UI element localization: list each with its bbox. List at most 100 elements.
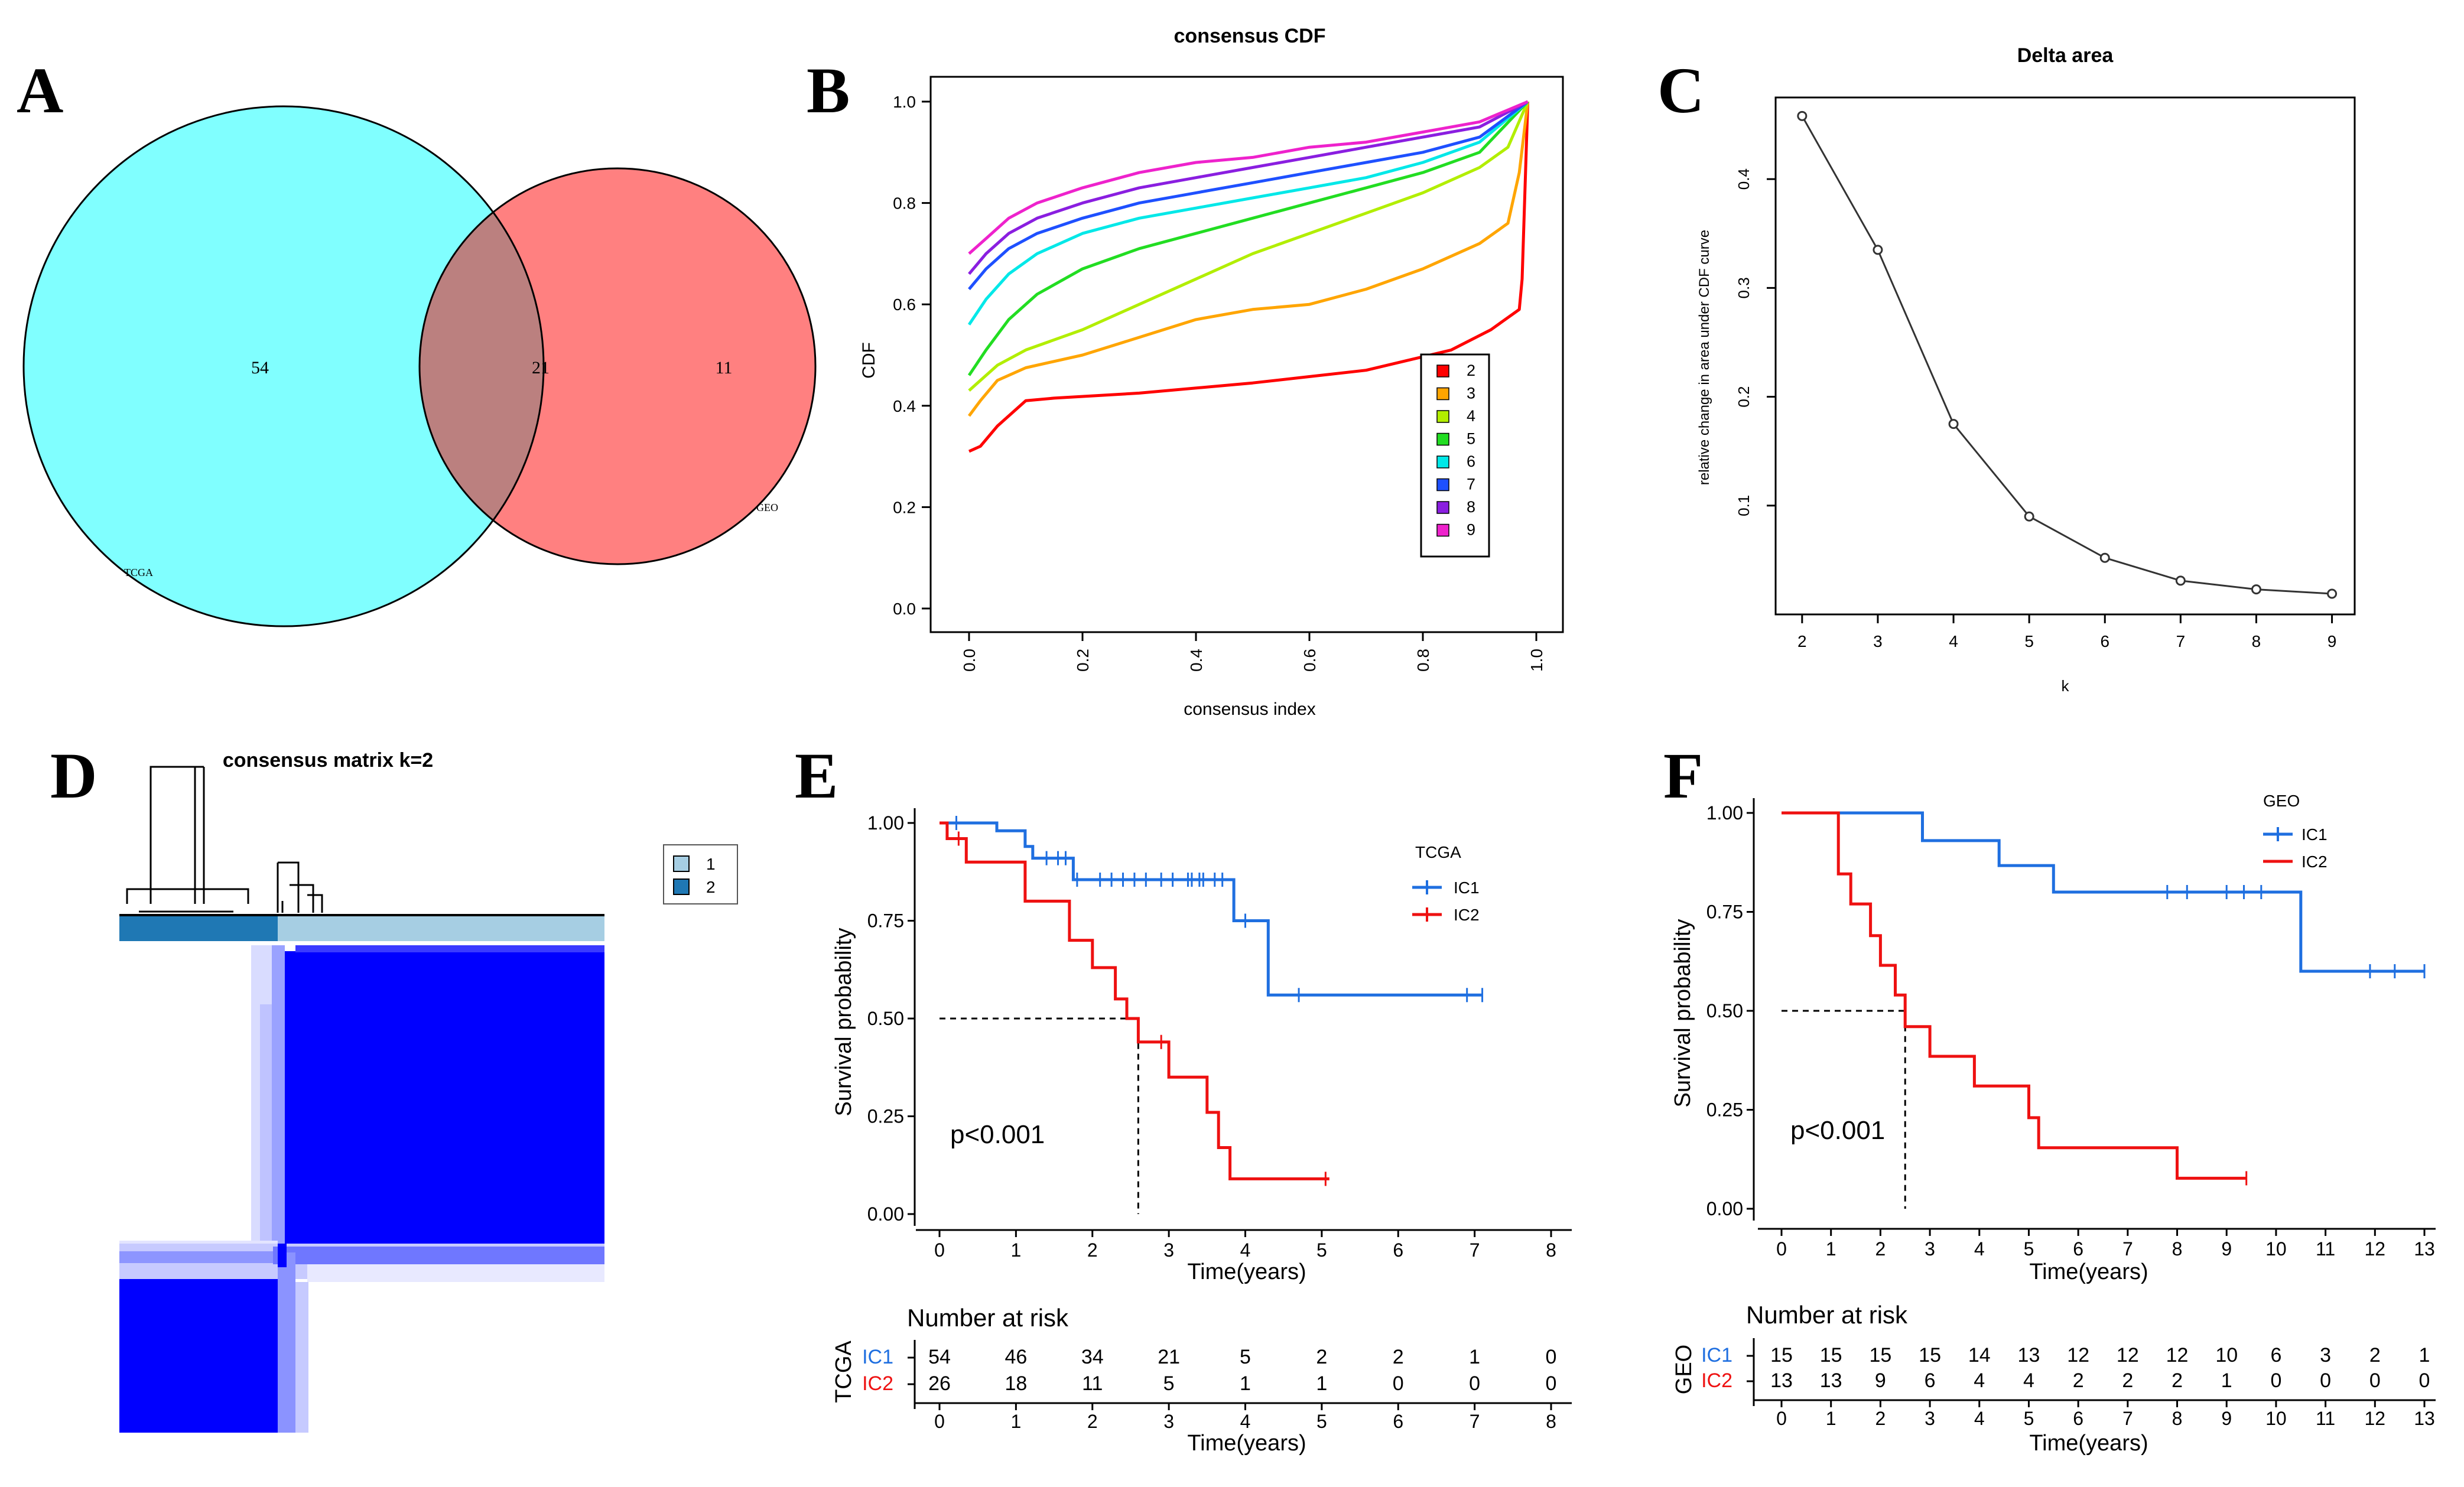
cdf-series xyxy=(967,100,1530,453)
km-tcga-ytick-label: 0.75 xyxy=(867,910,904,932)
cdf-legend-swatch-k8 xyxy=(1436,501,1449,514)
km-tcga-legend-label-ic1: IC1 xyxy=(1454,878,1480,897)
km-geo-xtick-label: 2 xyxy=(1875,1238,1886,1260)
cdf-series-k9 xyxy=(968,100,1529,255)
km-geo-xtick-label: 11 xyxy=(2316,1238,2335,1260)
km-geo-risk-xtick-label: 5 xyxy=(2024,1408,2034,1429)
delta-ytick-label: 0.4 xyxy=(1735,168,1753,190)
delta-ylabel: relative change in area under CDF curve xyxy=(1696,230,1712,485)
km-tcga-risk-cell-ic2: 26 xyxy=(928,1372,951,1395)
km-tcga-risk-title: Number at risk xyxy=(907,1304,1069,1332)
km-geo-chart: 0 1 2 3 4 5 6 7 8 9 10 11 12 130.000.250.500.751.00 p… xyxy=(1670,792,2436,1456)
panel-label-a: A xyxy=(17,54,63,126)
km-tcga-risk-cell-ic1: 0 xyxy=(1546,1346,1557,1368)
venn-count-overlap: 21 xyxy=(532,358,550,378)
cdf-ytick-label: 0.2 xyxy=(893,498,916,516)
cdf-xtick-label: 0.2 xyxy=(1074,649,1092,672)
km-geo-xtick-label: 0 xyxy=(1776,1238,1787,1260)
km-tcga-xtick-label: 5 xyxy=(1316,1239,1327,1261)
delta-title: Delta area xyxy=(2017,44,2114,67)
cdf-legend-swatch-k7 xyxy=(1436,478,1449,492)
cdf-legend-swatch-k4 xyxy=(1436,410,1449,423)
km-tcga-risk-xtick-label: 6 xyxy=(1393,1411,1403,1432)
km-tcga-risk-cell-ic2: 0 xyxy=(1393,1372,1404,1395)
km-geo-risk-xtick-label: 1 xyxy=(1826,1408,1836,1429)
km-geo-risk-cell-ic2: 4 xyxy=(2023,1369,2034,1392)
km-geo-risk-strata-label: GEO xyxy=(1672,1345,1696,1394)
km-tcga-risk-cell-ic2: 18 xyxy=(1005,1372,1027,1395)
km-geo-risk-xtick-label: 10 xyxy=(2265,1408,2287,1429)
km-geo-curve-ic1 xyxy=(1782,811,2424,973)
km-geo-risk-cell-ic1: 12 xyxy=(2117,1344,2139,1366)
km-geo-risk-cell-ic1: 15 xyxy=(1770,1344,1793,1366)
km-tcga-risk-cell-ic1: 34 xyxy=(1081,1346,1104,1368)
heatmap-legend-label-2: 2 xyxy=(706,878,716,896)
cdf-axes: 0.0 0.2 0.4 0.6 0.8 1.0 0.0 0.2 0.4 0.6 0.8 1.0 xyxy=(893,93,1546,672)
km-geo-risk-cell-ic2: 0 xyxy=(2270,1369,2281,1392)
delta-xlabel: k xyxy=(2062,677,2070,695)
km-geo-risk-cell-ic1: 15 xyxy=(1869,1344,1891,1366)
panel-label-f: F xyxy=(1663,740,1703,812)
panel-label-c: C xyxy=(1657,54,1704,126)
delta-point xyxy=(2175,575,2186,586)
km-tcga-risk-cell-ic1: 2 xyxy=(1316,1346,1327,1368)
km-geo-xtick-label: 1 xyxy=(1826,1238,1836,1260)
km-geo-risk-xtick-label: 12 xyxy=(2365,1408,2386,1429)
km-geo-xtick-label: 7 xyxy=(2122,1238,2133,1260)
km-geo-risk-cell-ic1: 12 xyxy=(2166,1344,2189,1366)
km-tcga-ylabel: Survival probability xyxy=(831,928,856,1117)
km-geo-legend: GEO IC1 IC2 xyxy=(2263,792,2328,871)
cluster-bar-2 xyxy=(119,916,278,941)
km-tcga-chart: 0 1 2 3 4 5 6 7 80.000.250.500.751.00 p<0.001 Ti… xyxy=(831,808,1572,1456)
cdf-series-k8 xyxy=(968,100,1529,275)
cdf-xtick-label: 1.0 xyxy=(1527,649,1546,672)
km-geo-risk-cell-ic2: 2 xyxy=(2122,1369,2133,1392)
cdf-ylabel: CDF xyxy=(859,342,879,379)
km-tcga-risk-cell-ic2: 1 xyxy=(1316,1372,1327,1395)
km-geo-risk-cell-ic1: 3 xyxy=(2320,1344,2331,1366)
km-geo-ytick-label: 0.00 xyxy=(1706,1198,1743,1219)
km-geo-xtick-label: 12 xyxy=(2365,1238,2386,1260)
km-geo-legend-label-ic2: IC2 xyxy=(2302,852,2328,871)
km-tcga-xtick-label: 8 xyxy=(1546,1239,1556,1261)
venn-label-geo: GEO xyxy=(756,502,778,513)
heatmap-title: consensus matrix k=2 xyxy=(223,749,433,772)
cdf-ytick-label: 1.0 xyxy=(893,93,916,111)
cdf-series-k6 xyxy=(967,100,1529,326)
km-geo-risk-cell-ic2: 2 xyxy=(2172,1369,2183,1392)
cluster-bar-top-line xyxy=(119,914,604,916)
cdf-legend-items: 2 3 4 5 6 7 8 9 xyxy=(1436,362,1475,539)
cdf-ytick-label: 0.4 xyxy=(893,397,916,415)
km-geo-risk-xtick-label: 9 xyxy=(2221,1408,2232,1429)
cdf-series-k2 xyxy=(968,101,1530,453)
km-geo-risk-cell-ic2: 13 xyxy=(1820,1369,1842,1392)
cdf-ytick-label: 0.0 xyxy=(893,600,916,618)
cdf-xtick-label: 0.6 xyxy=(1301,649,1319,672)
km-tcga-xtick-label: 3 xyxy=(1163,1239,1174,1261)
venn-count-geo-only: 11 xyxy=(716,358,733,378)
delta-xtick-label: 8 xyxy=(2252,632,2261,650)
km-tcga-curve-ic1 xyxy=(940,821,1483,997)
km-tcga-ytick-label: 0.25 xyxy=(867,1106,904,1127)
cdf-xlabel: consensus index xyxy=(1184,699,1315,719)
cdf-xtick-label: 0.8 xyxy=(1414,649,1432,672)
km-tcga-risk-xtick-label: 8 xyxy=(1546,1411,1556,1432)
delta-ytick-label: 0.1 xyxy=(1735,495,1753,516)
km-geo-risk-xtick-label: 13 xyxy=(2414,1408,2435,1429)
km-tcga-risk-cell-ic1: 2 xyxy=(1393,1346,1404,1368)
km-geo-risk-cell-ic2: 9 xyxy=(1875,1369,1886,1392)
km-geo-risk-cell-ic2: 2 xyxy=(2073,1369,2084,1392)
km-geo-xtick-label: 10 xyxy=(2265,1238,2287,1260)
cdf-series-k7 xyxy=(968,100,1529,291)
km-geo-risk-xtick-label: 4 xyxy=(1974,1408,1985,1429)
venn-count-tcga-only: 54 xyxy=(251,358,269,378)
km-geo-axes: 0 1 2 3 4 5 6 7 8 9 10 11 12 130.000.250.500.751.00 xyxy=(1706,798,2436,1260)
delta-point xyxy=(1948,419,1959,429)
km-tcga-series xyxy=(940,816,1484,1214)
delta-xtick-label: 2 xyxy=(1797,632,1807,650)
km-geo-xtick-label: 3 xyxy=(1925,1238,1935,1260)
km-tcga-median-line xyxy=(940,1017,1139,1214)
km-tcga-legend-label-ic2: IC2 xyxy=(1454,906,1480,924)
km-tcga-risk-xtick-label: 1 xyxy=(1010,1411,1021,1432)
venn-overlap xyxy=(420,168,544,564)
